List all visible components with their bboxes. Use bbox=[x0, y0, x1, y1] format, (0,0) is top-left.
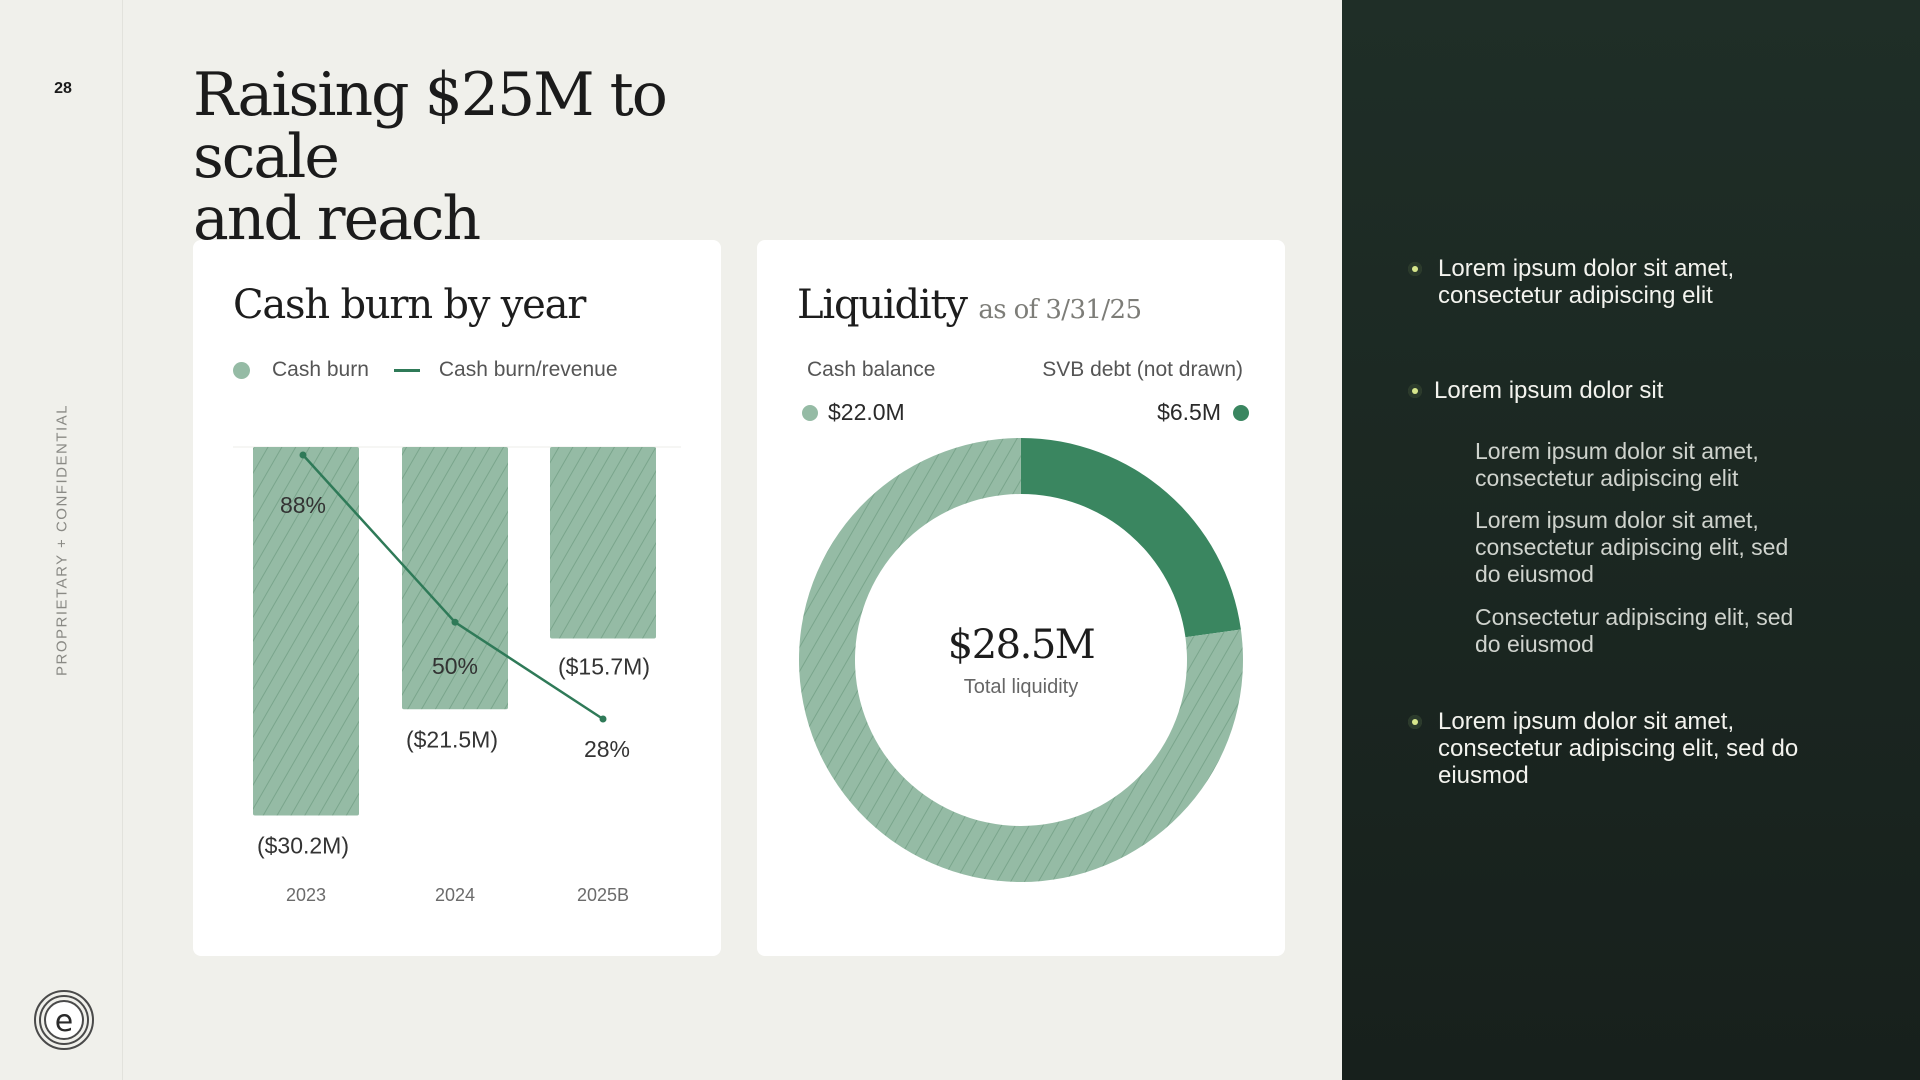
cash-balance-amount: $22.0M bbox=[828, 399, 905, 425]
x-tick-label: 2023 bbox=[286, 885, 326, 905]
bar-2023 bbox=[253, 447, 359, 816]
bullet-text: Lorem ipsum dolor sit amet, consectetur … bbox=[1438, 708, 1799, 789]
cash-balance-label: Cash balance bbox=[807, 358, 936, 381]
liquidity-donut-chart bbox=[799, 438, 1243, 883]
sub-item: Consectetur adipiscing elit, sed do eius… bbox=[1475, 604, 1794, 657]
legend-line-icon bbox=[393, 368, 420, 372]
legend-cash-burn-ratio: Cash burn/revenue bbox=[438, 358, 618, 381]
notes-panel: Lorem ipsum dolor sit amet, consectetur … bbox=[1342, 0, 1920, 1080]
bullet-item: Lorem ipsum dolor sit bbox=[1408, 377, 1814, 404]
bar-value-label: ($21.5M) bbox=[406, 726, 498, 752]
bullet-text: Lorem ipsum dolor sit bbox=[1434, 377, 1664, 404]
confidential-label: PROPRIETARY + CONFIDENTIAL bbox=[53, 404, 71, 676]
svb-debt-label: SVB debt (not drawn) bbox=[1042, 358, 1243, 381]
page-number: 28 bbox=[54, 80, 72, 97]
line-point bbox=[599, 715, 607, 723]
donut-slice-svb-debt bbox=[1021, 438, 1241, 638]
line-value-label: 88% bbox=[280, 492, 326, 518]
cash-burn-card: Cash burn by year Cash burn Cash burn/re… bbox=[193, 240, 721, 956]
page-title-line-1: Raising $25M to scale bbox=[193, 60, 668, 192]
liquidity-card: Liquidity as of 3/31/25 Cash balance SVB… bbox=[757, 240, 1285, 956]
bar-2024 bbox=[402, 447, 508, 710]
sub-item: Lorem ipsum dolor sit amet, consectetur … bbox=[1475, 507, 1789, 587]
bullet-text: Lorem ipsum dolor sit amet, consectetur … bbox=[1438, 255, 1735, 309]
total-liquidity-value: $28.5M bbox=[947, 622, 1096, 668]
bar-2025B bbox=[550, 447, 656, 639]
cash-dot-icon bbox=[802, 404, 818, 421]
cash-burn-chart: 2023 ($30.2M) 2024 ($21.5M) 2025B ($15.7M) 88%… bbox=[233, 446, 681, 905]
e-logo-icon: e bbox=[34, 990, 94, 1050]
left-rail: 28 PROPRIETARY + CONFIDENTIAL e bbox=[0, 0, 123, 1080]
bar-value-label: ($15.7M) bbox=[558, 654, 650, 680]
svg-text:e: e bbox=[55, 1004, 73, 1039]
legend-dot-icon bbox=[233, 361, 250, 379]
bullet-dot-icon bbox=[1408, 384, 1422, 398]
line-value-label: 50% bbox=[432, 653, 478, 679]
svb-debt-amount: $6.5M bbox=[1157, 399, 1221, 425]
legend-cash-burn: Cash burn bbox=[272, 358, 369, 381]
cash-burn-legend: Cash burn Cash burn/revenue bbox=[233, 358, 618, 382]
bullet-item: Lorem ipsum dolor sit amet, consectetur … bbox=[1408, 708, 1818, 789]
bullet-dot-icon bbox=[1408, 262, 1422, 276]
x-tick-label: 2025B bbox=[577, 885, 629, 905]
line-point bbox=[451, 618, 459, 626]
liquidity-subtitle: as of 3/31/25 bbox=[978, 295, 1142, 325]
line-point bbox=[299, 451, 307, 459]
x-tick-label: 2024 bbox=[435, 885, 475, 905]
cash-burn-title: Cash burn by year bbox=[233, 282, 586, 328]
total-liquidity-label: Total liquidity bbox=[963, 676, 1079, 698]
svb-debt-value: $6.5M bbox=[1157, 399, 1249, 426]
bullet-dot-icon bbox=[1408, 715, 1422, 729]
line-value-label: 28% bbox=[584, 736, 630, 762]
liquidity-title: Liquidity as of 3/31/25 bbox=[797, 282, 1142, 328]
sub-item: Lorem ipsum dolor sit amet, consectetur … bbox=[1475, 438, 1759, 491]
bullet-item: Lorem ipsum dolor sit amet, consectetur … bbox=[1408, 255, 1818, 309]
svb-dot-icon bbox=[1233, 404, 1249, 421]
bar-value-label: ($30.2M) bbox=[257, 832, 349, 858]
liquidity-title-text: Liquidity bbox=[797, 282, 968, 328]
cash-balance-value: $22.0M bbox=[802, 399, 905, 426]
